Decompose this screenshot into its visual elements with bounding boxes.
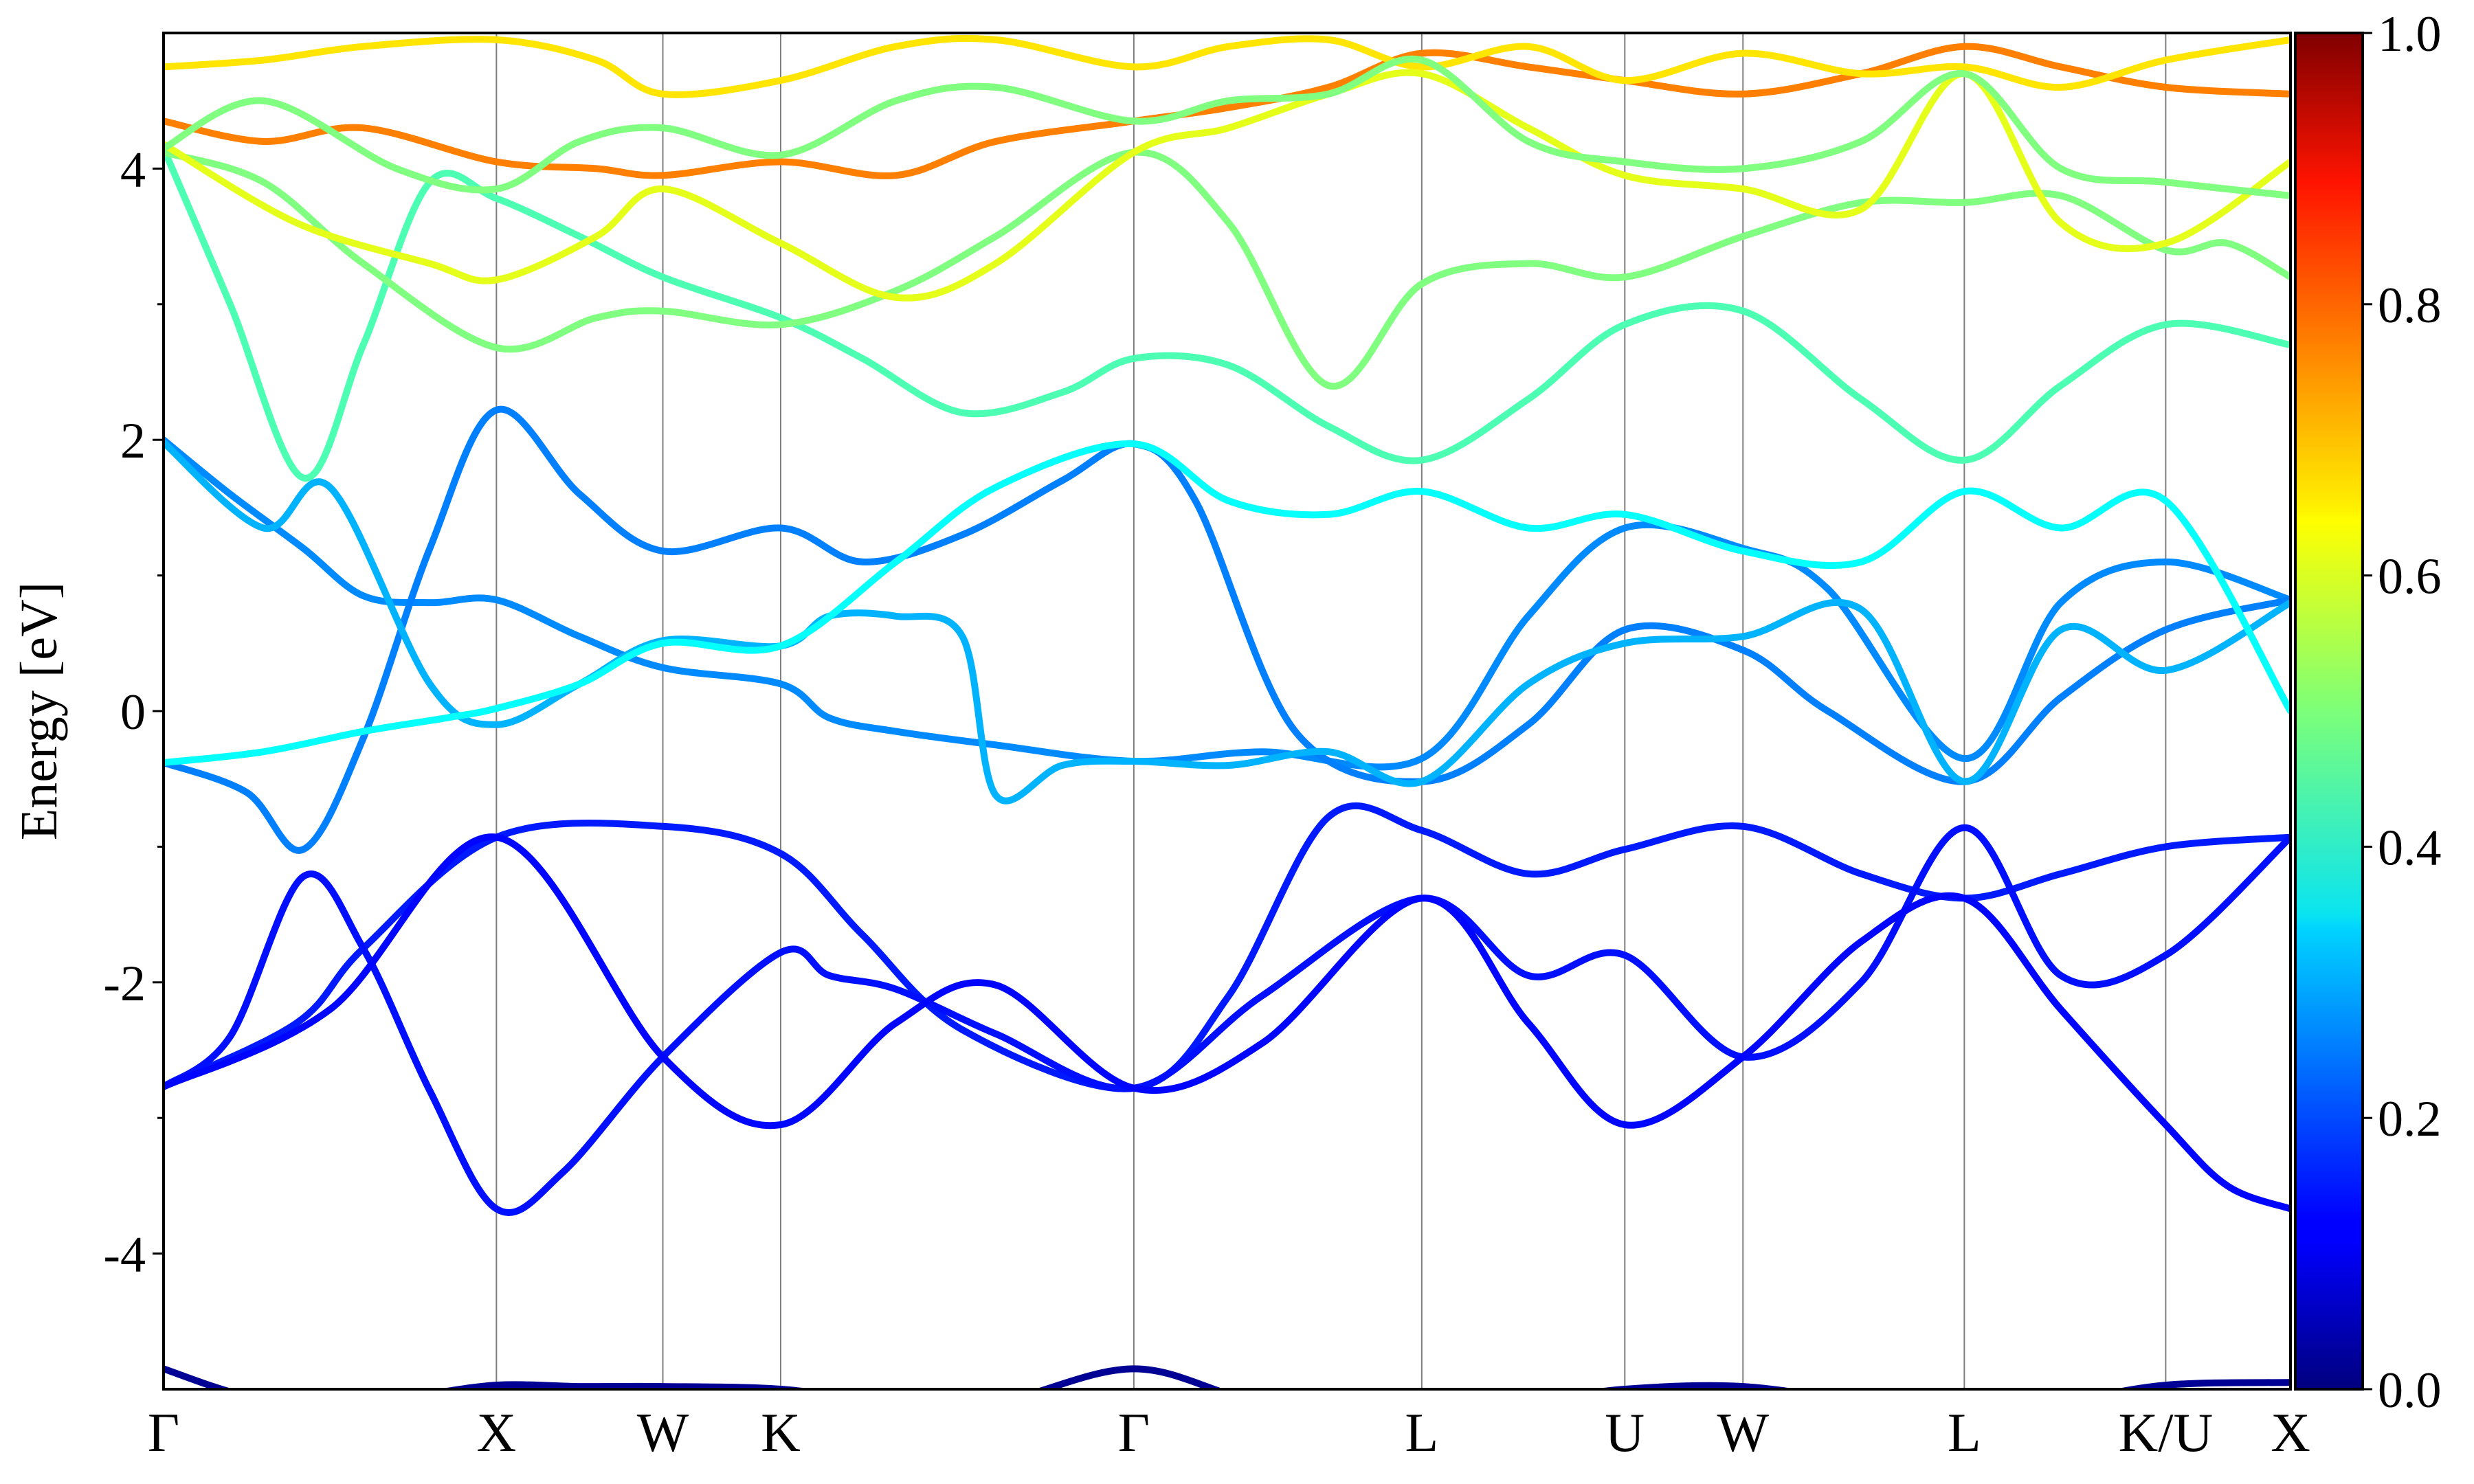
band-line [164,43,2291,179]
x-tick-label: L [1948,1403,1981,1463]
band-line [164,405,2291,854]
band-line [164,148,2291,390]
x-tick-label: X [476,1403,516,1463]
colorbar [2294,32,2364,1391]
band-line [164,802,2291,1092]
y-tick-label: -4 [103,1227,146,1283]
band-line [164,440,2291,766]
x-tick-label: W [637,1403,689,1463]
colorbar-tick-label: 0.2 [2378,1091,2442,1147]
high-symmetry-lines [495,33,2167,1389]
y-tick-label: 0 [120,684,146,741]
x-tick-label: U [1605,1403,1645,1463]
y-tick-label: 4 [120,142,146,198]
y-tick-label: -2 [103,956,146,1012]
band-line [164,144,2291,482]
colorbar-tick-label: 0.4 [2378,820,2442,876]
y-axis-label: Energy [eV] [10,582,68,840]
band-line [164,55,2291,199]
y-tick-label: 2 [120,413,146,469]
colorbar-axis: 0.0 0.2 0.4 0.6 0.8 1.0 [2363,6,2442,1419]
band-line [164,34,2291,98]
colorbar-tick-label: 0.6 [2378,549,2442,605]
band-line [164,833,2291,1213]
x-tick-label: Γ [148,1403,179,1463]
x-tick-label: Γ [1118,1403,1150,1463]
y-axis: -4 -2 0 2 4 [103,142,164,1283]
x-axis: Γ X W K Γ L U W L K/U X [148,1403,2310,1463]
band-line [164,824,2291,1216]
x-tick-label: K [761,1403,801,1463]
band-line [164,439,2291,805]
x-tick-label: K/U [2118,1403,2213,1463]
bands-group [164,34,2291,1389]
x-tick-label: X [2271,1403,2310,1463]
colorbar-tick-label: 1.0 [2378,6,2442,63]
x-tick-label: W [1717,1403,1769,1463]
colorbar-tick-label: 0.0 [2378,1362,2442,1419]
x-tick-label: L [1405,1403,1438,1463]
colorbar-tick-label: 0.8 [2378,278,2442,334]
